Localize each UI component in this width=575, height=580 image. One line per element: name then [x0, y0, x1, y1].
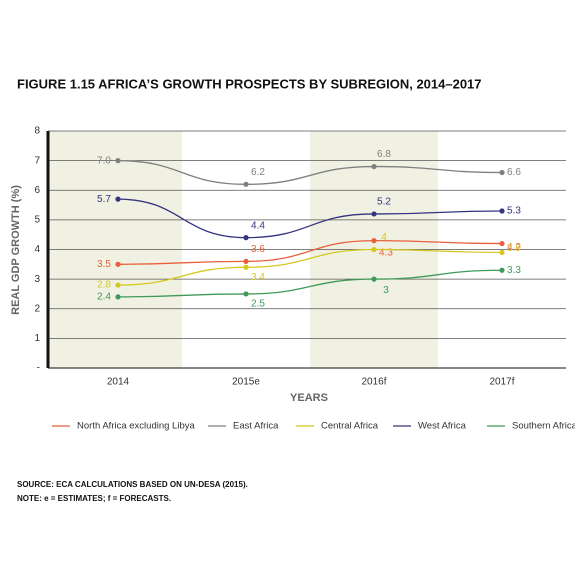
value-label: 3.3: [507, 265, 521, 276]
series-line: [117, 198, 503, 239]
legend-label: Central Africa: [321, 421, 379, 432]
y-tick-label: 2: [34, 303, 40, 314]
data-point: [115, 158, 121, 164]
series-line: [117, 159, 503, 185]
source: SOURCE: ECA CALCULATIONS BASED ON UN-DES…: [17, 480, 248, 489]
data-point: [243, 181, 249, 187]
value-label: 6.8: [377, 149, 391, 160]
y-tick-label: 1: [34, 333, 40, 344]
legend-label: Southern Africa: [512, 421, 575, 432]
value-label: 3.9: [507, 243, 521, 254]
value-label: 4: [381, 232, 387, 243]
y-tick-label: -: [37, 363, 40, 374]
data-point: [371, 211, 377, 217]
legend-label: North Africa excluding Libya: [77, 421, 195, 432]
value-label: 4.3: [379, 247, 393, 258]
x-axis-label: YEARS: [290, 392, 328, 404]
data-point: [243, 264, 249, 270]
data-point: [371, 238, 377, 244]
value-label: 3.5: [97, 259, 111, 270]
value-label: 4.4: [251, 220, 265, 231]
value-label: 6.2: [251, 167, 265, 178]
value-label: 2.4: [97, 292, 111, 303]
y-tick-label: 8: [34, 126, 40, 137]
value-label: 2.5: [251, 299, 265, 310]
y-axis-label: REAL GDP GROWTH (%): [10, 185, 22, 315]
data-point: [371, 276, 377, 282]
y-tick-label: 5: [34, 215, 40, 226]
value-label: 3.4: [251, 272, 265, 283]
series-line: [117, 239, 503, 265]
data-point: [371, 246, 377, 253]
data-point: [115, 261, 121, 267]
value-label: 4.2: [507, 242, 521, 253]
value-label: 5.7: [97, 194, 111, 205]
legend-label: West Africa: [418, 421, 467, 432]
data-point: [115, 282, 121, 288]
data-point: [371, 163, 377, 170]
y-tick-label: 6: [34, 185, 40, 196]
data-point: [115, 196, 121, 202]
data-point: [243, 258, 249, 264]
value-label: 7.0: [97, 155, 111, 166]
value-label: 5.2: [377, 197, 391, 208]
value-label: 3.6: [251, 244, 265, 255]
value-label: 2.8: [97, 280, 111, 291]
data-point: [499, 240, 505, 247]
x-tick-label: 2017f: [489, 377, 514, 388]
x-tick-label: 2015e: [232, 377, 260, 388]
x-tick-label: 2016f: [361, 377, 386, 388]
note: NOTE: e = ESTIMATES; f = FORECASTS.: [17, 494, 171, 503]
y-tick-label: 7: [34, 155, 40, 166]
legend-label: East Africa: [233, 421, 279, 432]
chart-title: FIGURE 1.15 AFRICA’S GROWTH PROSPECTS BY…: [17, 76, 482, 91]
series-line: [117, 248, 503, 286]
y-tick-label: 4: [34, 244, 40, 255]
value-label: 3: [383, 285, 389, 296]
series-line: [117, 269, 503, 298]
data-point: [499, 208, 505, 214]
data-point: [243, 235, 249, 241]
y-tick-label: 3: [34, 274, 40, 285]
value-label: 6.6: [507, 167, 521, 178]
data-point: [243, 291, 249, 297]
data-point: [115, 294, 121, 300]
data-point: [499, 249, 505, 256]
data-point: [499, 267, 505, 273]
x-tick-label: 2014: [107, 377, 130, 388]
value-label: 5.3: [507, 206, 521, 217]
data-point: [499, 169, 505, 176]
